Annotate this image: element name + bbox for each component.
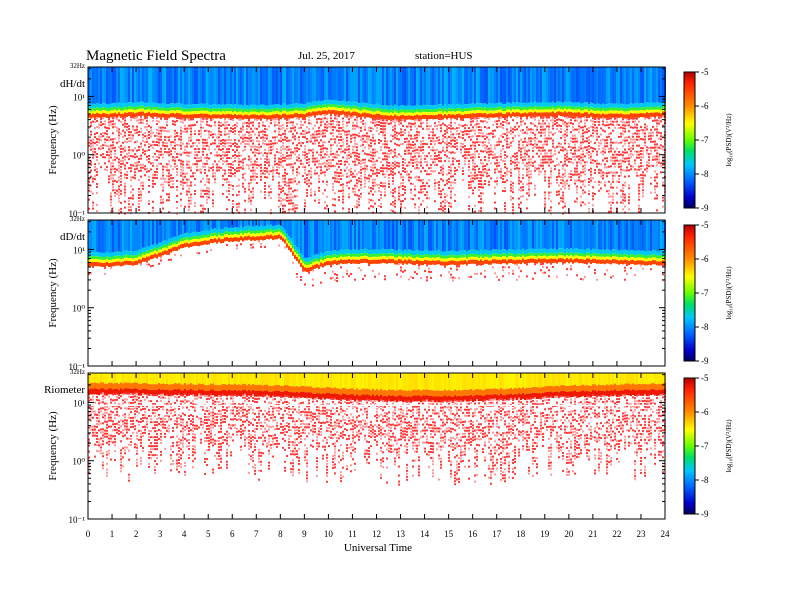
colorbar-tick-label: -6: [701, 407, 709, 417]
colorbar: -5 -6 -7 -8 -9 log₁₀(PSD)(V²/Hz): [683, 220, 733, 366]
x-tick-label: 21: [588, 529, 597, 539]
y-tick-label: 10¹: [73, 245, 85, 255]
y-tick-label: 10⁻¹: [69, 515, 86, 525]
colorbar-tick-label: -8: [701, 475, 709, 485]
colorbar-tick-label: -9: [701, 509, 709, 519]
station-label: station=HUS: [415, 50, 473, 62]
y-tick-label: 10⁰: [72, 304, 85, 314]
x-tick-label: 13: [396, 529, 406, 539]
top-frequency-label: 32Hz: [70, 62, 85, 70]
colorbar-tick-label: -6: [701, 101, 709, 111]
colorbar-tick-label: -6: [701, 254, 709, 264]
x-tick-label: 7: [254, 529, 259, 539]
y-axis-label: Frequency (Hz): [47, 258, 59, 328]
x-tick-label: 15: [444, 529, 454, 539]
colorbar-tick-label: -8: [701, 169, 709, 179]
top-frequency-label: 32Hz: [70, 368, 85, 376]
x-axis: 0 1 2 3 4 5 6 7 8 9 10 11 12 13 14 15 16 17 18 19 20 21 22 23 24: [86, 529, 670, 539]
x-tick-label: 22: [612, 529, 621, 539]
x-tick-label: 9: [302, 529, 307, 539]
x-axis-label: Universal Time: [344, 542, 412, 554]
y-axis-label: Frequency (Hz): [47, 105, 59, 175]
colorbar-tick-label: -9: [701, 203, 709, 213]
x-tick-label: 1: [110, 529, 115, 539]
figure-date: Jul. 25, 2017: [298, 50, 355, 62]
y-tick-label: 10⁻¹: [69, 362, 86, 372]
colorbar-tick-label: -7: [701, 288, 709, 298]
spectrogram-image: [88, 373, 666, 486]
y-tick-label: 10⁰: [72, 151, 85, 161]
colorbar-label: log₁₀(PSD)(V²/Hz): [725, 266, 733, 320]
top-frequency-label: 32Hz: [70, 215, 85, 223]
x-tick-label: 0: [86, 529, 91, 539]
colorbar-tick-label: -5: [701, 67, 709, 77]
x-tick-label: 16: [468, 529, 478, 539]
colorbar: -5 -6 -7 -8 -9 log₁₀(PSD)(V²/Hz): [683, 67, 733, 213]
x-tick-label: 17: [492, 529, 502, 539]
panel-label: dH/dt: [60, 78, 85, 90]
y-tick-label: 10⁻¹: [69, 209, 86, 219]
colorbar-label: log₁₀(PSD)(V²/Hz): [725, 419, 733, 473]
colorbar-ramp: [683, 224, 696, 362]
figure-title: Magnetic Field Spectra: [86, 48, 226, 64]
x-tick-label: 18: [516, 529, 526, 539]
y-tick-label: 10⁰: [72, 457, 85, 467]
colorbar-tick-label: -5: [701, 220, 709, 230]
colorbar-tick-label: -7: [701, 135, 709, 145]
colorbar: -5 -6 -7 -8 -9 log₁₀(PSD)(V²/Hz): [683, 373, 733, 519]
x-tick-label: 23: [636, 529, 646, 539]
x-tick-label: 8: [278, 529, 283, 539]
colorbar-ramp: [683, 71, 696, 209]
x-tick-label: 11: [348, 529, 357, 539]
x-tick-label: 5: [206, 529, 211, 539]
y-tick-label: 10¹: [73, 92, 85, 102]
y-tick-label: 10¹: [73, 398, 85, 408]
panel-label: dD/dt: [60, 231, 85, 243]
colorbar-tick-label: -9: [701, 356, 709, 366]
x-tick-label: 19: [540, 529, 550, 539]
colorbar-ramp: [683, 377, 696, 515]
x-tick-label: 2: [134, 529, 139, 539]
x-tick-label: 12: [372, 529, 381, 539]
x-tick-label: 24: [661, 529, 671, 539]
panel-label: Riometer: [44, 384, 85, 396]
colorbar-tick-label: -5: [701, 373, 709, 383]
spectrogram-image: [88, 220, 666, 287]
x-tick-label: 14: [420, 529, 430, 539]
x-tick-label: 10: [324, 529, 334, 539]
colorbar-label: log₁₀(PSD)(V²/Hz): [725, 113, 733, 167]
x-tick-label: 3: [158, 529, 163, 539]
y-axis-label: Frequency (Hz): [47, 411, 59, 481]
x-tick-label: 4: [182, 529, 187, 539]
colorbar-tick-label: -8: [701, 322, 709, 332]
x-tick-label: 6: [230, 529, 235, 539]
x-tick-label: 20: [564, 529, 574, 539]
colorbar-tick-label: -7: [701, 441, 709, 451]
spectrogram-image: [88, 67, 666, 215]
panel-2: 10¹ 10⁰ 10⁻¹ 32Hz Riometer Frequency (Hz) -5 -6…: [44, 368, 733, 525]
